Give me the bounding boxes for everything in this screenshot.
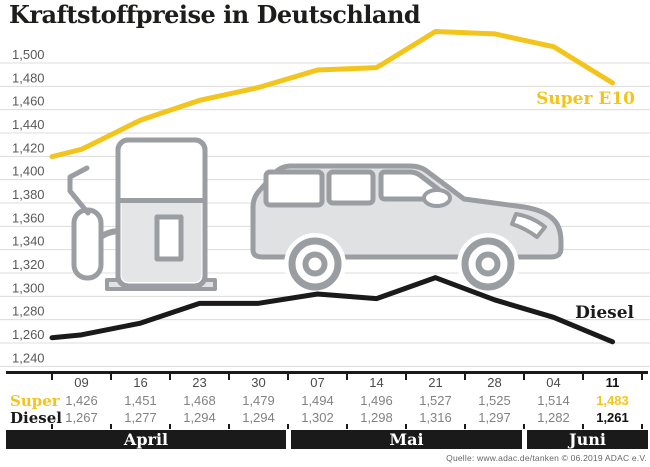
date-label: 07 bbox=[310, 375, 325, 390]
tick-mark bbox=[582, 424, 584, 429]
tick-mark bbox=[228, 373, 230, 380]
tick-mark bbox=[405, 424, 407, 429]
diesel-price-value: 1,294 bbox=[183, 410, 216, 425]
tick-mark bbox=[464, 373, 466, 380]
tick-mark bbox=[169, 373, 171, 380]
super-price-value: 1,496 bbox=[360, 393, 393, 408]
date-label: 09 bbox=[74, 375, 89, 390]
y-axis-label: 1,440 bbox=[12, 117, 45, 132]
tick-mark bbox=[110, 424, 112, 429]
tick-mark bbox=[51, 424, 53, 429]
page-title: Kraftstoffpreise in Deutschland bbox=[9, 0, 421, 29]
y-axis-label: 1,240 bbox=[12, 350, 45, 365]
fuel-pump-icon bbox=[67, 137, 217, 291]
diesel-line bbox=[49, 275, 615, 345]
super-price-value: 1,527 bbox=[419, 393, 452, 408]
month-bar-april: April bbox=[6, 430, 286, 449]
front-wheel-icon bbox=[457, 233, 519, 295]
tick-mark bbox=[641, 424, 643, 429]
month-bar-mai: Mai bbox=[291, 430, 522, 449]
diesel-price-value: 1,277 bbox=[124, 410, 157, 425]
tick-mark bbox=[346, 373, 348, 380]
tick-mark bbox=[51, 373, 53, 380]
super-line bbox=[49, 29, 615, 160]
super-price-value: 1,514 bbox=[537, 393, 570, 408]
y-axis-label: 1,280 bbox=[12, 304, 45, 319]
date-label: 04 bbox=[546, 375, 561, 390]
tick-mark bbox=[405, 373, 407, 380]
car-icon bbox=[250, 163, 564, 295]
row-label-super: Super bbox=[10, 392, 60, 410]
y-axis-label: 1,340 bbox=[12, 234, 45, 249]
diesel-price-value: 1,294 bbox=[242, 410, 275, 425]
rear-wheel-icon bbox=[284, 233, 346, 295]
super-price-value: 1,479 bbox=[242, 393, 275, 408]
tick-mark bbox=[287, 373, 289, 380]
diesel-price-value: 1,261 bbox=[596, 410, 629, 425]
tick-mark bbox=[110, 373, 112, 380]
y-axis-label: 1,260 bbox=[12, 327, 45, 342]
date-label: 28 bbox=[487, 375, 502, 390]
y-axis-label: 1,320 bbox=[12, 257, 45, 272]
x-axis-line bbox=[6, 371, 648, 374]
date-label: 30 bbox=[251, 375, 266, 390]
y-axis-label: 1,420 bbox=[12, 140, 45, 155]
diesel-price-value: 1,282 bbox=[537, 410, 570, 425]
tick-mark bbox=[464, 424, 466, 429]
lines-layer bbox=[49, 29, 615, 345]
diesel-series-label: Diesel bbox=[575, 303, 634, 323]
super-price-value: 1,494 bbox=[301, 393, 334, 408]
y-axis-label: 1,400 bbox=[12, 164, 45, 179]
grid-layer: 1,500 1,480 1,460 1,440 1,420 1,400 1,380 1,360… bbox=[0, 47, 650, 367]
row-label-diesel: Diesel bbox=[10, 409, 62, 427]
super-price-value: 1,426 bbox=[65, 393, 98, 408]
month-bar-juni: Juni bbox=[527, 430, 648, 449]
diesel-price-value: 1,298 bbox=[360, 410, 393, 425]
tick-mark bbox=[169, 424, 171, 429]
y-axis-label: 1,300 bbox=[12, 280, 45, 295]
y-axis-label: 1,500 bbox=[12, 47, 45, 62]
date-label: 14 bbox=[369, 375, 384, 390]
super-price-value: 1,483 bbox=[596, 393, 629, 408]
tick-mark bbox=[582, 373, 584, 380]
date-label: 16 bbox=[133, 375, 148, 390]
tick-mark bbox=[641, 373, 643, 380]
tick-mark bbox=[523, 373, 525, 380]
tick-mark bbox=[523, 424, 525, 429]
date-label: 23 bbox=[192, 375, 207, 390]
diesel-price-value: 1,316 bbox=[419, 410, 452, 425]
super-price-value: 1,525 bbox=[478, 393, 511, 408]
tick-mark bbox=[346, 424, 348, 429]
super-price-value: 1,468 bbox=[183, 393, 216, 408]
tick-mark bbox=[228, 424, 230, 429]
super-e10-series-label: Super E10 bbox=[536, 89, 635, 109]
y-axis-label: 1,380 bbox=[12, 187, 45, 202]
y-axis-label: 1,460 bbox=[12, 94, 45, 109]
date-label: 11 bbox=[605, 375, 620, 390]
y-axis-label: 1,360 bbox=[12, 210, 45, 225]
diesel-price-value: 1,302 bbox=[301, 410, 334, 425]
date-label: 21 bbox=[428, 375, 443, 390]
diesel-price-value: 1,297 bbox=[478, 410, 511, 425]
source-note: Quelle: www.adac.de/tanken © 06.2019 ADA… bbox=[446, 453, 647, 463]
y-axis-label: 1,480 bbox=[12, 70, 45, 85]
tick-mark bbox=[287, 424, 289, 429]
super-price-value: 1,451 bbox=[124, 393, 157, 408]
diesel-price-value: 1,267 bbox=[65, 410, 98, 425]
